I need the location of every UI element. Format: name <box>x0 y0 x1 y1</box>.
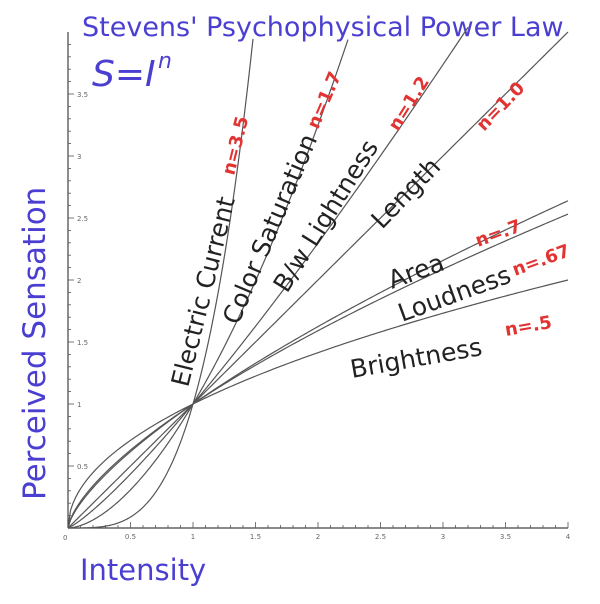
x-tick-label: 3 <box>441 533 445 541</box>
exponent-label-area: n=.7 <box>473 216 525 252</box>
chart-title: Stevens' Psychophysical Power Law <box>82 12 564 43</box>
series-line-loudness <box>67 213 569 529</box>
series-line-brightness <box>67 279 569 529</box>
x-axis-label: Intensity <box>80 553 206 587</box>
y-tick-label: 2.5 <box>77 215 88 223</box>
exponent-label-length: n=1.0 <box>472 78 529 136</box>
y-tick-label: 1.5 <box>77 339 88 347</box>
y-tick-label: 3.5 <box>77 91 88 99</box>
x-tick-label: 2.5 <box>375 533 386 541</box>
x-tick-label: 2 <box>316 533 320 541</box>
exponent-label-brightness: n=.5 <box>503 312 553 341</box>
y-tick-label: 3 <box>77 153 81 161</box>
formula-base: S=I <box>92 54 156 95</box>
x-tick-label: 1.5 <box>250 533 261 541</box>
x-tick-label: 3.5 <box>500 533 511 541</box>
formula-exponent: n <box>158 49 172 74</box>
exponent-label-bw-lightness: n=1.2 <box>384 73 433 135</box>
x-axis-ticks: 0.5 1 1.5 2 2.5 3 3.5 4 <box>80 522 571 541</box>
series-line-electric-current <box>68 38 254 529</box>
y-tick-label: 1 <box>77 401 81 409</box>
y-axis-label: Perceived Sensation <box>17 187 53 500</box>
series-line-color-saturation <box>67 39 349 529</box>
exponent-label-loudness: n=.67 <box>510 241 573 281</box>
y-tick-label: 0.5 <box>77 463 88 471</box>
exponent-label-electric-current: n=3.5 <box>218 114 253 177</box>
series-label-length: Length <box>365 152 446 234</box>
origin-tick-label: 0 <box>63 534 67 542</box>
x-tick-label: 0.5 <box>125 533 136 541</box>
series-lines <box>67 26 569 529</box>
y-tick-label: 2 <box>77 277 81 285</box>
series-line-b-w-lightness <box>67 26 469 529</box>
exponent-label-color-saturation: n=1.7 <box>303 69 346 132</box>
series-line-length <box>67 31 569 529</box>
series-label-brightness: Brightness <box>348 332 484 384</box>
y-axis-ticks: 0.5 1 1.5 2 2.5 3 3.5 <box>68 44 88 516</box>
x-tick-label: 1 <box>191 533 195 541</box>
series-line-area <box>67 200 569 529</box>
x-tick-label: 4 <box>566 533 571 541</box>
